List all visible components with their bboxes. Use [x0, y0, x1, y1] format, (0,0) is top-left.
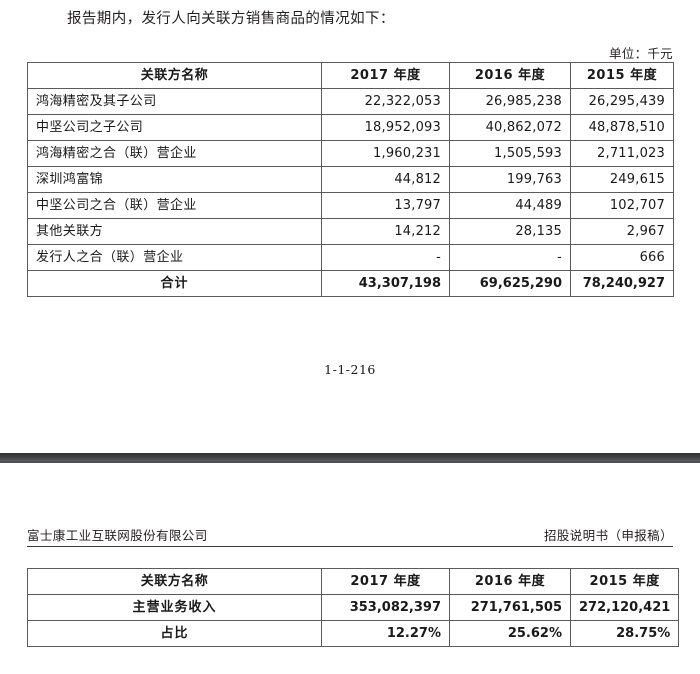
running-header-company: 富士康工业互联网股份有限公司	[27, 528, 208, 543]
row-label: 鸿海精密之合（联）营企业	[27, 140, 322, 167]
column-header-party-name: 关联方名称	[27, 568, 322, 595]
column-header-year-2015: 2015 年度	[569, 568, 680, 595]
table-row: 发行人之合（联）营企业 - - 666	[27, 244, 674, 271]
table-header-row: 关联方名称 2017 年度 2016 年度 2015 年度	[27, 568, 680, 595]
cell-2015: 48,878,510	[570, 114, 674, 141]
cell-2015: 28.75%	[569, 620, 680, 647]
column-header-year-2016: 2016 年度	[449, 568, 571, 595]
document-page-two: 富士康工业互联网股份有限公司 招股说明书（申报稿） 关联方名称 2017 年度 …	[0, 463, 700, 674]
table-row: 鸿海精密及其子公司 22,322,053 26,985,238 26,295,4…	[27, 88, 674, 115]
cell-2016: 26,985,238	[449, 88, 571, 115]
table-row: 占比 12.27% 25.62% 28.75%	[27, 620, 680, 647]
table-row: 深圳鸿富锦 44,812 199,763 249,615	[27, 166, 674, 193]
page-number: 1-1-216	[324, 362, 376, 377]
cell-2017: 22,322,053	[321, 88, 450, 115]
revenue-summary-table: 关联方名称 2017 年度 2016 年度 2015 年度 主营业务收入 353…	[27, 568, 680, 647]
column-header-year-2017: 2017 年度	[321, 62, 450, 89]
cell-2017: 1,960,231	[321, 140, 450, 167]
cell-2016: 40,862,072	[449, 114, 571, 141]
row-label: 鸿海精密及其子公司	[27, 88, 322, 115]
cell-2015: 26,295,439	[570, 88, 674, 115]
cell-2016: 1,505,593	[449, 140, 571, 167]
table-row: 鸿海精密之合（联）营企业 1,960,231 1,505,593 2,711,0…	[27, 140, 674, 167]
total-label: 合计	[27, 270, 322, 297]
cell-2015: 272,120,421	[569, 594, 680, 621]
column-header-year-2016: 2016 年度	[449, 62, 571, 89]
cell-2017: 18,952,093	[321, 114, 450, 141]
column-header-year-2015: 2015 年度	[570, 62, 674, 89]
total-2017: 43,307,198	[321, 270, 450, 297]
row-label: 中坚公司之子公司	[27, 114, 322, 141]
table-row: 中坚公司之子公司 18,952,093 40,862,072 48,878,51…	[27, 114, 674, 141]
cell-2016: 25.62%	[449, 620, 571, 647]
cell-2017: -	[321, 244, 450, 271]
intro-paragraph: 报告期内，发行人向关联方销售商品的情况如下：	[67, 11, 395, 27]
row-label: 占比	[27, 620, 322, 647]
column-header-year-2017: 2017 年度	[321, 568, 450, 595]
cell-2015: 249,615	[570, 166, 674, 193]
document-page-one: 报告期内，发行人向关联方销售商品的情况如下： 单位：千元 关联方名称 2017 …	[27, 11, 674, 377]
unit-note: 单位：千元	[608, 46, 673, 61]
cell-2016: 199,763	[449, 166, 571, 193]
cell-2016: 28,135	[449, 218, 571, 245]
total-2015: 78,240,927	[570, 270, 674, 297]
cell-2016: 44,489	[449, 192, 571, 219]
cell-2015: 2,967	[570, 218, 674, 245]
table-row: 主营业务收入 353,082,397 271,761,505 272,120,4…	[27, 594, 680, 621]
row-label: 主营业务收入	[27, 594, 322, 621]
cell-2017: 13,797	[321, 192, 450, 219]
row-label: 深圳鸿富锦	[27, 166, 322, 193]
table-row: 其他关联方 14,212 28,135 2,967	[27, 218, 674, 245]
running-header: 富士康工业互联网股份有限公司 招股说明书（申报稿）	[27, 524, 673, 547]
row-label: 其他关联方	[27, 218, 322, 245]
total-2016: 69,625,290	[449, 270, 571, 297]
table-row: 中坚公司之合（联）营企业 13,797 44,489 102,707	[27, 192, 674, 219]
cell-2015: 102,707	[570, 192, 674, 219]
column-header-party-name: 关联方名称	[27, 62, 322, 89]
cell-2017: 44,812	[321, 166, 450, 193]
cell-2015: 2,711,023	[570, 140, 674, 167]
cell-2016: 271,761,505	[449, 594, 571, 621]
cell-2017: 14,212	[321, 218, 450, 245]
row-label: 中坚公司之合（联）营企业	[27, 192, 322, 219]
cell-2015: 666	[570, 244, 674, 271]
page-break-divider	[0, 453, 700, 463]
cell-2017: 12.27%	[321, 620, 450, 647]
cell-2016: -	[449, 244, 571, 271]
cell-2017: 353,082,397	[321, 594, 450, 621]
related-party-sales-table: 关联方名称 2017 年度 2016 年度 2015 年度 鸿海精密及其子公司 …	[27, 62, 674, 297]
table-header-row: 关联方名称 2017 年度 2016 年度 2015 年度	[27, 62, 674, 89]
running-header-doctype: 招股说明书（申报稿）	[543, 528, 673, 543]
row-label: 发行人之合（联）营企业	[27, 244, 322, 271]
table-total-row: 合计 43,307,198 69,625,290 78,240,927	[27, 270, 674, 297]
